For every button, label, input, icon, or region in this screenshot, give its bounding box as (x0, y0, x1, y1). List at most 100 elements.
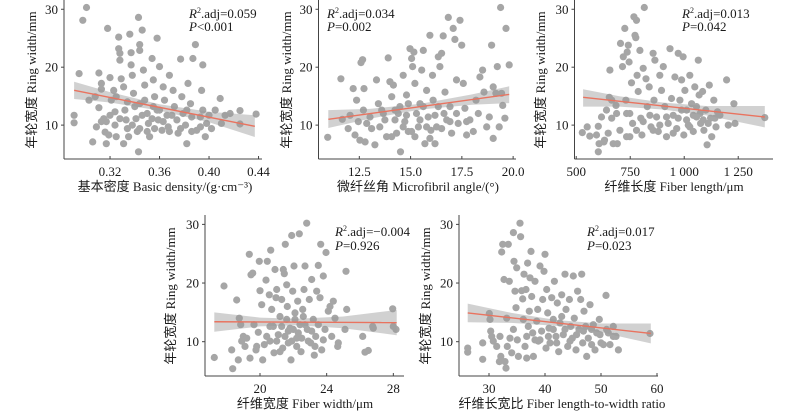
data-point (211, 106, 219, 114)
data-point (503, 314, 511, 322)
data-point (627, 79, 636, 87)
data-point (266, 322, 274, 330)
data-point (105, 131, 113, 139)
data-point (149, 76, 157, 84)
data-point (291, 315, 299, 323)
p-annotation: P=0.042 (681, 19, 727, 34)
r2-value: .adj=−0.004 (347, 224, 411, 239)
data-point (308, 327, 316, 335)
data-point (183, 140, 191, 148)
data-point (389, 81, 397, 89)
x-tick-label: 60 (650, 381, 663, 396)
data-point (280, 270, 288, 278)
data-point (97, 118, 105, 126)
data-point (424, 113, 432, 121)
data-point (226, 109, 234, 118)
data-point (531, 336, 539, 344)
data-point (159, 118, 167, 126)
data-point (273, 285, 281, 294)
data-point (439, 32, 447, 40)
data-point (469, 127, 477, 136)
data-point (141, 81, 149, 89)
data-point (596, 331, 604, 339)
x-tick-label: 0.36 (148, 164, 171, 179)
data-point (233, 296, 241, 304)
data-point (191, 41, 199, 49)
data-point (297, 348, 305, 356)
data-point (203, 119, 211, 127)
data-point (606, 341, 614, 349)
data-point (85, 96, 93, 104)
data-point (246, 354, 254, 362)
data-point (664, 119, 672, 127)
data-point (75, 70, 83, 78)
data-point (626, 133, 634, 141)
data-point (376, 123, 384, 131)
data-point (254, 328, 262, 336)
data-point (506, 334, 514, 342)
data-point (689, 111, 697, 119)
data-point (165, 127, 173, 136)
data-point (299, 312, 307, 321)
data-point (480, 88, 488, 96)
data-point (328, 332, 336, 340)
r2-superscript: 2 (197, 6, 201, 15)
data-point (632, 126, 641, 134)
data-point (363, 119, 371, 127)
panel-length-width-ratio-labels: 年轮宽度 Ring width/mm 纤维长宽比 Fiber length-to… (418, 224, 665, 411)
data-point (311, 342, 319, 350)
p-symbol: P (326, 19, 335, 34)
p-value: =0.023 (595, 238, 632, 253)
data-point (683, 116, 691, 124)
data-point (656, 71, 664, 79)
data-point (128, 71, 136, 79)
x-tick-label: 1 250 (724, 164, 753, 179)
data-point (199, 106, 207, 114)
data-point (408, 127, 416, 136)
data-point (578, 270, 586, 278)
data-point (263, 332, 271, 340)
data-point (129, 89, 138, 97)
data-point (454, 119, 462, 127)
data-point (436, 63, 444, 71)
data-point (678, 76, 686, 84)
data-point (155, 63, 164, 71)
data-point (371, 141, 379, 149)
data-point (549, 315, 557, 323)
data-point (388, 133, 396, 141)
data-point (640, 3, 648, 12)
data-point (561, 270, 569, 278)
data-point (692, 103, 701, 111)
data-point (120, 83, 128, 91)
data-point (649, 49, 657, 57)
data-point (210, 353, 218, 362)
data-point (479, 66, 487, 74)
data-point (291, 309, 299, 317)
data-point (337, 75, 345, 83)
data-point (421, 140, 429, 148)
data-point (281, 332, 289, 340)
data-point (528, 292, 536, 301)
data-point (633, 71, 641, 79)
data-point (526, 274, 534, 282)
data-point (651, 56, 659, 64)
y-tick-label: 20 (556, 60, 569, 75)
data-point (404, 100, 412, 108)
data-point (553, 299, 561, 307)
p-value: <0.001 (197, 19, 234, 34)
data-point (603, 325, 611, 333)
panel-fiber-width-labels: 年轮宽度 Ring width/mm 纤维宽度 Fiber width/μm R… (163, 224, 411, 411)
y-tick-label: 30 (556, 2, 569, 17)
y-tick-label: 20 (300, 60, 313, 75)
data-point (710, 96, 718, 104)
data-point (317, 240, 325, 248)
data-point (283, 281, 291, 289)
data-point (92, 123, 100, 131)
x-tick-label: 0.40 (198, 164, 221, 179)
data-point (319, 336, 327, 344)
data-point (89, 138, 97, 146)
data-point (271, 265, 279, 274)
data-point (170, 103, 178, 111)
y-axis-title: 年轮宽度 Ring width/mm (163, 227, 178, 364)
data-point (428, 71, 437, 79)
